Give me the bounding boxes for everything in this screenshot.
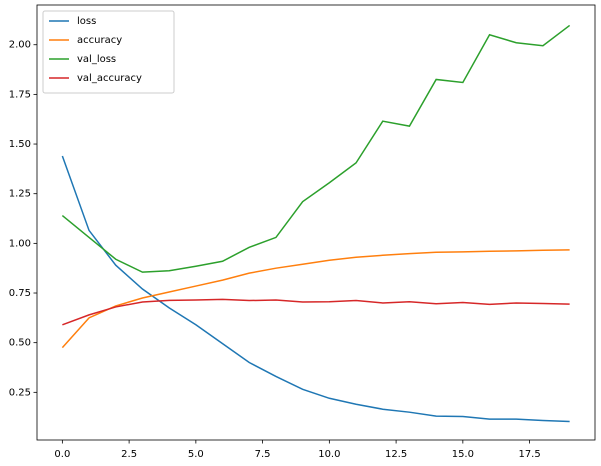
legend-label: val_loss (77, 54, 116, 65)
series-line (61, 155, 570, 423)
y-tick-label: 0.75 (9, 288, 31, 299)
y-tick-label: 0.50 (9, 338, 31, 349)
legend-box (42, 10, 175, 94)
y-tick-label: 0.25 (9, 387, 31, 398)
y-tick-label: 1.00 (9, 238, 31, 249)
x-tick-label: 5.0 (188, 449, 204, 460)
legend-label: val_accuracy (77, 73, 142, 84)
y-tick-label: 2.00 (9, 40, 31, 51)
x-tick-label: 12.5 (385, 449, 407, 460)
x-tick-label: 10.0 (318, 449, 340, 460)
x-tick-label: 7.5 (255, 449, 271, 460)
series-line (61, 24, 571, 273)
x-tick-label: 2.5 (121, 449, 137, 460)
x-tick-label: 15.0 (452, 449, 474, 460)
series-line (62, 298, 570, 326)
y-tick-label: 1.50 (9, 139, 31, 150)
legend-label: accuracy (77, 35, 122, 46)
series-line (61, 249, 570, 349)
x-tick-label: 17.5 (518, 449, 540, 460)
y-tick-label: 1.75 (9, 89, 31, 100)
x-tick-label: 0.0 (54, 449, 70, 460)
legend-label: loss (77, 16, 96, 27)
y-tick-label: 1.25 (9, 189, 31, 200)
